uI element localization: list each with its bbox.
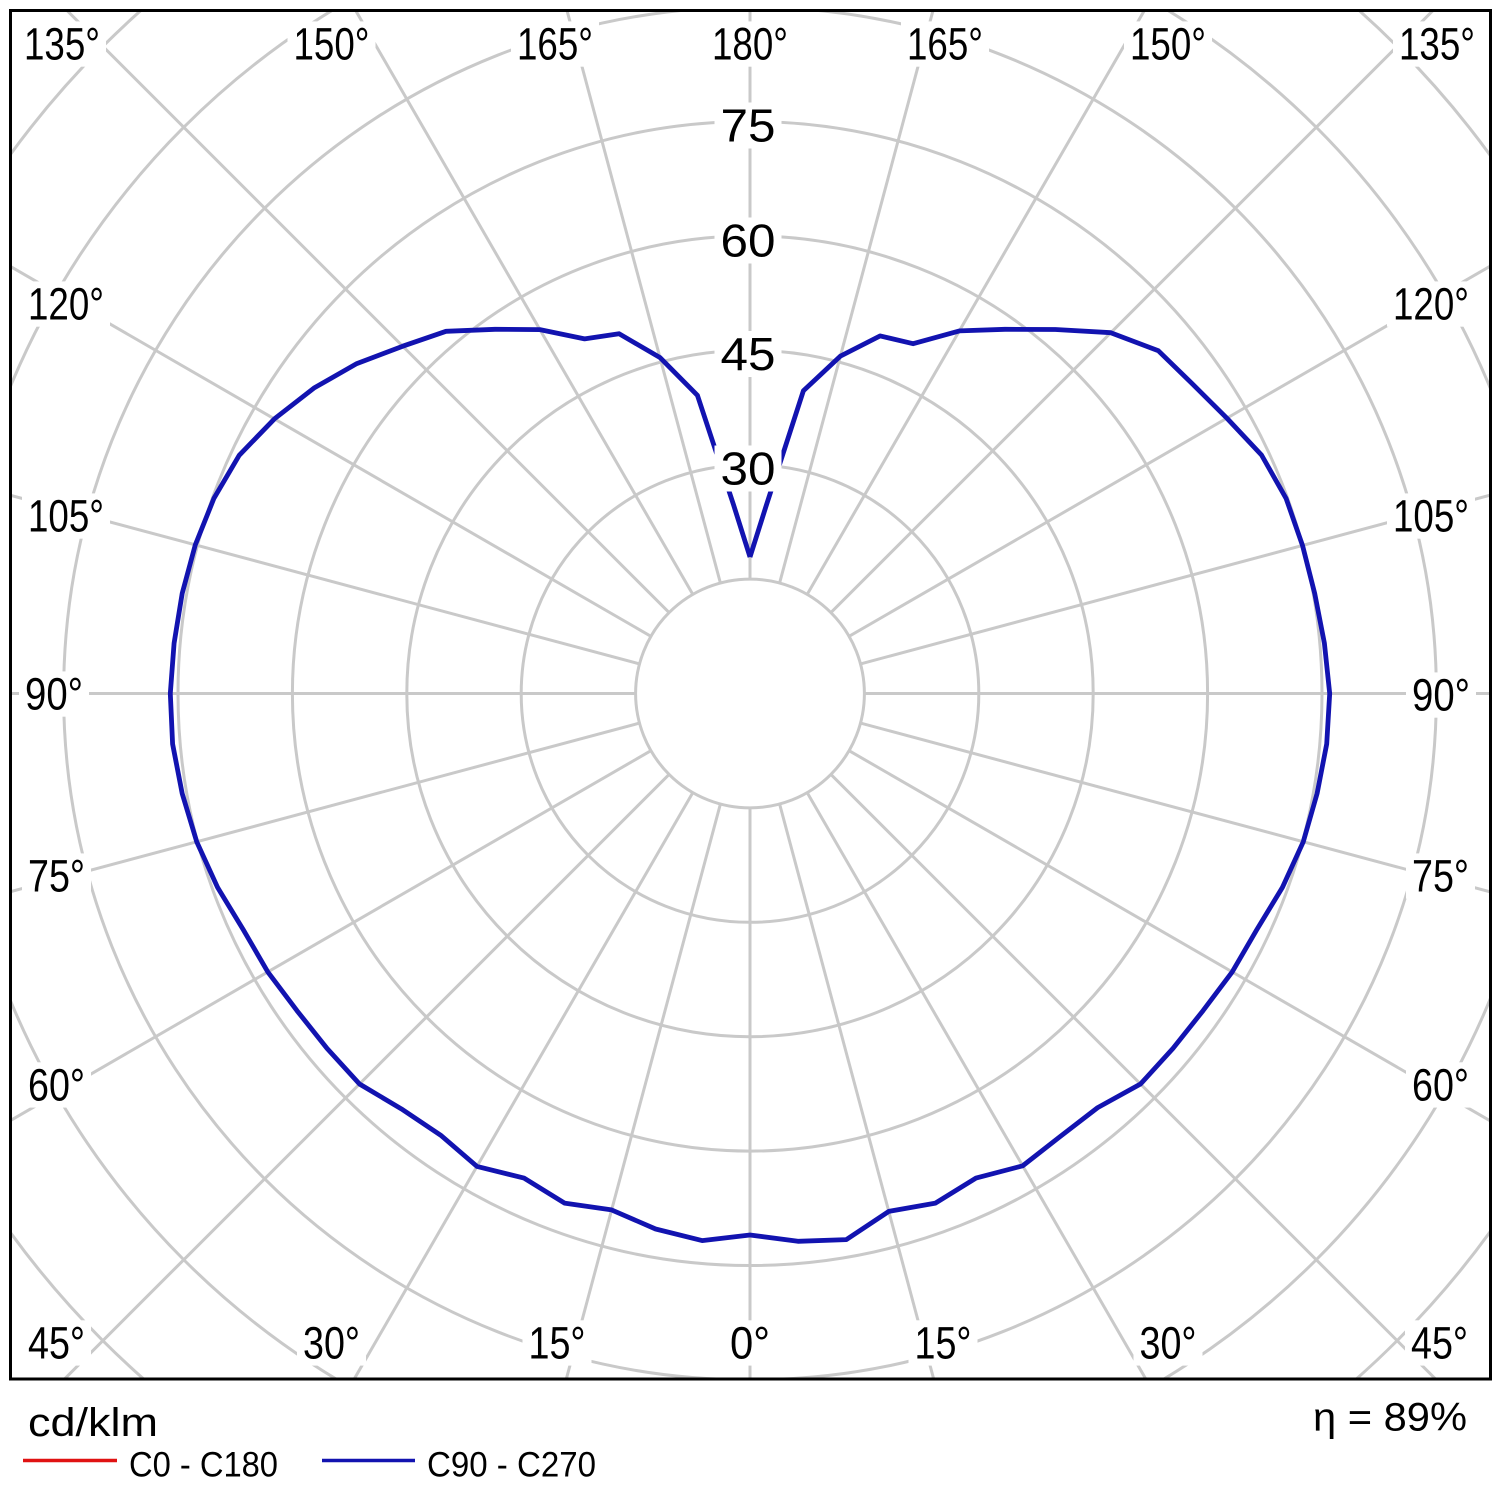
svg-text:15°: 15° [529, 1318, 586, 1369]
svg-text:120°: 120° [28, 279, 104, 330]
svg-text:120°: 120° [1393, 279, 1469, 330]
svg-text:C0 - C180: C0 - C180 [129, 1446, 278, 1485]
svg-text:165°: 165° [517, 19, 593, 70]
svg-text:η = 89%: η = 89% [1313, 1396, 1467, 1440]
svg-text:75: 75 [721, 100, 776, 152]
svg-text:30: 30 [721, 443, 776, 495]
svg-text:90°: 90° [25, 669, 83, 720]
svg-text:165°: 165° [907, 19, 983, 70]
svg-text:135°: 135° [24, 19, 100, 70]
svg-text:150°: 150° [294, 19, 370, 70]
svg-text:30°: 30° [1140, 1318, 1197, 1369]
svg-text:15°: 15° [915, 1318, 972, 1369]
svg-text:45: 45 [721, 328, 776, 380]
svg-text:75°: 75° [28, 851, 85, 902]
svg-text:135°: 135° [1399, 19, 1475, 70]
svg-text:30°: 30° [303, 1318, 360, 1369]
svg-text:60°: 60° [1412, 1060, 1469, 1111]
svg-text:180°: 180° [712, 19, 788, 70]
svg-text:45°: 45° [28, 1318, 85, 1369]
svg-text:90°: 90° [1412, 670, 1470, 721]
svg-text:105°: 105° [28, 491, 104, 542]
svg-text:60: 60 [721, 215, 776, 267]
svg-text:60°: 60° [28, 1060, 85, 1111]
svg-text:150°: 150° [1130, 19, 1206, 70]
svg-text:45°: 45° [1411, 1318, 1468, 1369]
svg-text:C90 - C270: C90 - C270 [427, 1446, 596, 1485]
svg-text:75°: 75° [1412, 851, 1469, 902]
svg-text:cd/klm: cd/klm [28, 1401, 158, 1445]
svg-text:0°: 0° [730, 1318, 770, 1369]
svg-text:105°: 105° [1393, 491, 1469, 542]
